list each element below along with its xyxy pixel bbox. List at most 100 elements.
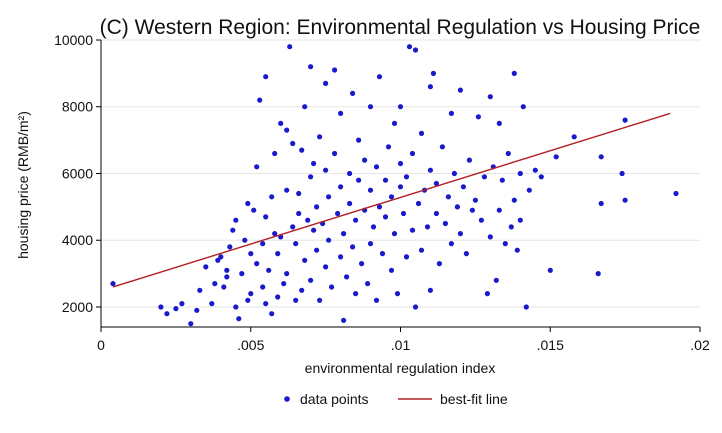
data-point [314, 247, 320, 253]
data-point [448, 241, 454, 247]
legend-label-fit-line: best-fit line [440, 391, 508, 407]
data-point [179, 301, 185, 307]
data-point [442, 220, 448, 227]
data-point [362, 157, 368, 163]
data-point [487, 234, 493, 240]
data-point [218, 254, 224, 260]
data-point [427, 167, 433, 173]
data-point [553, 154, 559, 160]
data-point [385, 144, 392, 150]
data-point [290, 224, 296, 230]
data-point [379, 251, 386, 257]
data-point [433, 180, 439, 187]
y-tick-label: 4000 [62, 232, 93, 248]
data-point [203, 264, 209, 270]
data-point [403, 254, 410, 260]
data-point [595, 271, 601, 277]
data-point [236, 316, 242, 322]
data-point [475, 114, 481, 120]
x-tick-label: .02 [690, 337, 710, 353]
data-point [212, 281, 218, 287]
data-point [397, 104, 404, 110]
data-point [278, 120, 284, 126]
data-point [194, 307, 200, 313]
data-point [344, 274, 350, 280]
data-point [469, 207, 475, 213]
data-point [332, 150, 338, 157]
data-point [511, 70, 517, 76]
data-point [373, 164, 380, 170]
data-point [272, 231, 278, 237]
data-point [326, 237, 332, 243]
data-point [284, 127, 290, 133]
data-point [430, 70, 436, 76]
data-point [472, 197, 478, 203]
data-point [418, 247, 425, 253]
data-point [409, 150, 416, 157]
data-point [230, 227, 236, 233]
data-point [293, 297, 299, 303]
data-point [538, 174, 544, 180]
data-point [517, 170, 523, 177]
data-point [269, 194, 275, 200]
data-point [269, 311, 275, 317]
data-point [547, 267, 553, 273]
data-point [311, 160, 317, 167]
data-point [110, 281, 116, 287]
data-point [505, 150, 511, 157]
data-point [314, 204, 320, 210]
data-point [508, 224, 514, 230]
data-point [281, 281, 287, 287]
x-axis-label: environmental regulation index [305, 360, 496, 376]
data-point [329, 284, 335, 290]
data-point [308, 174, 314, 180]
data-point [367, 187, 374, 193]
data-point [248, 291, 254, 297]
data-point [367, 241, 374, 247]
data-point [370, 224, 377, 230]
data-point [448, 110, 454, 116]
x-tick-label: .015 [537, 337, 564, 353]
data-point [341, 317, 347, 323]
data-point [493, 277, 499, 283]
data-point [338, 254, 344, 260]
data-point [673, 190, 679, 197]
data-point [376, 74, 383, 80]
data-point [457, 231, 463, 237]
data-point [224, 274, 230, 280]
data-point [353, 291, 359, 297]
data-point [622, 197, 628, 203]
data-point [460, 184, 466, 190]
data-point [245, 297, 251, 303]
y-axis-label: housing price (RMB/m²) [15, 111, 31, 259]
data-point [622, 117, 628, 123]
y-tick-label: 10000 [54, 32, 93, 48]
data-point [233, 304, 239, 310]
data-point [323, 167, 329, 173]
data-point [502, 241, 508, 247]
data-point [598, 154, 604, 160]
data-point [254, 261, 260, 267]
y-tick-label: 6000 [62, 165, 93, 181]
data-point [296, 190, 302, 197]
data-point [215, 257, 221, 263]
data-point [418, 130, 425, 136]
data-point [260, 284, 266, 290]
data-point [436, 261, 442, 267]
data-point [308, 64, 314, 70]
legend-label-data-points: data points [300, 391, 369, 407]
data-point [406, 44, 413, 50]
data-point [571, 134, 577, 140]
data-point [427, 287, 433, 293]
data-point [338, 110, 344, 116]
data-point [403, 174, 410, 180]
data-point [514, 247, 520, 253]
data-point [308, 277, 314, 283]
data-point [239, 271, 245, 277]
x-ticks: 0 .005 .01 .015 .02 [97, 327, 710, 353]
data-point [254, 164, 260, 170]
data-point [412, 47, 419, 53]
data-point [367, 104, 374, 110]
data-point [188, 321, 194, 327]
